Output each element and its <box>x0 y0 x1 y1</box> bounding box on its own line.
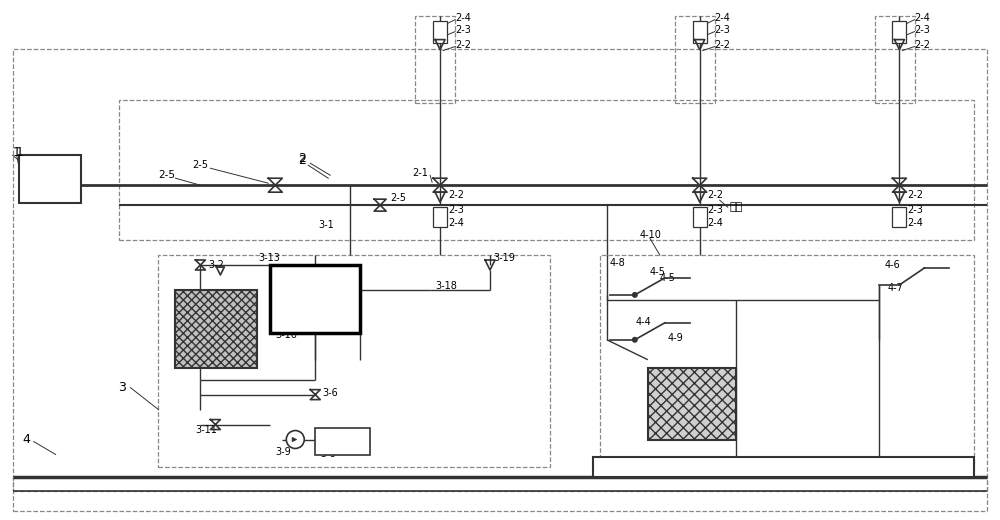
Text: 2-2: 2-2 <box>448 190 464 200</box>
Bar <box>875 16 915 103</box>
Text: 2-3: 2-3 <box>455 24 471 35</box>
Text: u: u <box>697 27 702 36</box>
Text: 4-8: 4-8 <box>610 258 626 268</box>
Bar <box>433 207 447 227</box>
Text: 3-1: 3-1 <box>318 220 334 230</box>
Bar <box>593 458 974 477</box>
Text: 3: 3 <box>119 381 126 394</box>
Text: 2-4: 2-4 <box>715 12 731 23</box>
Circle shape <box>632 292 638 298</box>
Bar <box>892 207 906 227</box>
Text: 4-4: 4-4 <box>636 317 652 327</box>
Text: 2-5: 2-5 <box>192 160 208 170</box>
Text: 1: 1 <box>13 146 21 159</box>
Text: 2-2: 2-2 <box>708 190 724 200</box>
Text: 3-11: 3-11 <box>195 424 217 435</box>
Text: 2-2: 2-2 <box>907 190 923 200</box>
Bar <box>600 255 974 467</box>
Bar <box>693 21 707 43</box>
Text: 4-7: 4-7 <box>887 283 903 293</box>
Text: 2-5: 2-5 <box>390 193 406 203</box>
Bar <box>648 368 736 439</box>
Text: u: u <box>437 27 443 36</box>
Text: 2-2: 2-2 <box>455 40 471 49</box>
Text: 2-4: 2-4 <box>907 218 923 228</box>
Bar <box>19 155 81 203</box>
Text: 4-2: 4-2 <box>671 460 688 470</box>
Bar <box>433 21 447 43</box>
Text: 2-4: 2-4 <box>914 12 930 23</box>
Text: u: u <box>437 213 443 222</box>
Text: 2-4: 2-4 <box>708 218 724 228</box>
Text: 1: 1 <box>16 146 24 159</box>
Bar <box>675 16 715 103</box>
Text: 2-4: 2-4 <box>448 218 464 228</box>
Text: 2-2: 2-2 <box>715 40 731 49</box>
Text: 3-6: 3-6 <box>322 387 338 398</box>
Text: 2-3: 2-3 <box>715 24 731 35</box>
Bar <box>13 477 987 511</box>
Text: 4-1: 4-1 <box>949 457 965 466</box>
Text: 2: 2 <box>298 152 306 165</box>
Text: 2-3: 2-3 <box>914 24 930 35</box>
Text: 4-5: 4-5 <box>660 273 676 283</box>
Text: 2-3: 2-3 <box>448 205 464 215</box>
Text: 3-2: 3-2 <box>208 260 224 270</box>
Bar <box>158 255 550 467</box>
Text: 2-3: 2-3 <box>708 205 724 215</box>
Text: 3-19: 3-19 <box>493 253 515 263</box>
Text: 2-3: 2-3 <box>907 205 923 215</box>
Text: 2: 2 <box>298 154 306 167</box>
Text: 2-5: 2-5 <box>158 170 175 180</box>
Text: 4-9: 4-9 <box>668 333 684 343</box>
Text: 3-18: 3-18 <box>435 281 457 291</box>
Bar <box>13 48 987 491</box>
Text: 4-5: 4-5 <box>650 267 666 277</box>
Text: 3-16: 3-16 <box>275 330 297 340</box>
Text: 3-3: 3-3 <box>235 293 251 303</box>
Text: 4-3: 4-3 <box>700 385 715 395</box>
Text: 电网: 电网 <box>730 202 743 212</box>
Bar <box>315 427 370 456</box>
Text: 4-10: 4-10 <box>640 230 662 240</box>
Text: 2-4: 2-4 <box>455 12 471 23</box>
Text: u: u <box>697 213 702 222</box>
Bar <box>119 100 974 240</box>
Text: 2-1: 2-1 <box>412 168 428 178</box>
Bar <box>892 21 906 43</box>
Bar <box>270 265 360 333</box>
Circle shape <box>632 337 638 343</box>
Text: u: u <box>897 213 902 222</box>
Text: 3-8: 3-8 <box>320 449 336 460</box>
Text: 3-9: 3-9 <box>275 448 291 458</box>
Text: 3-13: 3-13 <box>258 253 280 263</box>
Bar <box>693 207 707 227</box>
Text: u: u <box>897 27 902 36</box>
Text: 2-2: 2-2 <box>914 40 930 49</box>
Bar <box>175 290 257 368</box>
Text: 4-6: 4-6 <box>884 260 900 270</box>
Bar <box>415 16 455 103</box>
Text: 4: 4 <box>23 433 31 446</box>
